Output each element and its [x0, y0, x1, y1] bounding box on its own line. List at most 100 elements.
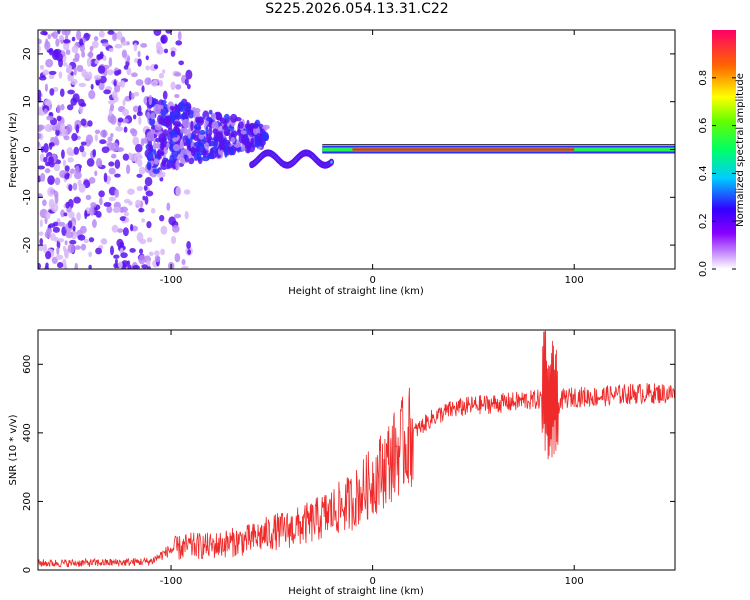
spectrogram-cell [86, 57, 92, 67]
spectrogram-cell [240, 130, 247, 135]
bottom-y-tick-label: 400 [22, 423, 33, 442]
spectrogram-cell [48, 198, 55, 209]
spectrogram-cell [111, 90, 118, 100]
spectrogram-cell [121, 260, 129, 268]
spectrogram-cell [70, 168, 75, 174]
spectrogram-cell [165, 30, 173, 34]
spectrogram-cell [175, 159, 180, 171]
spectrogram-cell [39, 172, 46, 182]
spectrogram-cell [99, 139, 107, 145]
spectrogram-cell [85, 194, 92, 201]
spectrogram-cell [77, 234, 86, 241]
spectrogram-cell [193, 123, 201, 130]
spectrogram-cell [121, 49, 127, 59]
spectrogram-cell [103, 172, 108, 183]
spectrogram-cell [97, 65, 106, 74]
spectrogram-cell [206, 116, 212, 122]
spectrogram-cell [159, 214, 165, 222]
bottom-x-tick-label: -100 [160, 576, 183, 587]
spectrogram-cell [250, 137, 255, 145]
spectrogram-cell [173, 213, 182, 219]
spectrogram-cell [108, 167, 116, 175]
spectrogram-cell [74, 245, 81, 250]
spectrogram-cell [146, 237, 153, 243]
spectrogram-cell [74, 171, 82, 180]
spectrogram-cell [66, 147, 73, 156]
spectrogram-cell [224, 130, 231, 136]
top-x-axis-label: Height of straight line (km) [288, 286, 424, 297]
spectrogram-cell [76, 64, 84, 72]
spectrogram-cell [110, 103, 115, 112]
spectrogram-cell [172, 137, 179, 143]
spectrogram-cell [91, 219, 97, 228]
spectrogram-cell [160, 109, 167, 117]
spectrogram-cell [38, 75, 47, 81]
spectrogram-cell [154, 255, 161, 263]
spectrogram-cell [55, 254, 64, 260]
spectrogram-cell [116, 31, 123, 40]
spectrogram-cell [229, 146, 235, 155]
spectrogram-cell [101, 146, 110, 154]
spectrogram-cell [146, 131, 155, 142]
spectrogram-cell [220, 149, 224, 157]
spectrogram-cell [161, 36, 166, 44]
spectrogram-cell [38, 89, 42, 99]
spectrogram-cell [152, 168, 160, 175]
spectrogram-cell [52, 226, 60, 233]
spectrogram-cell [100, 129, 108, 138]
spectrogram-cell [93, 36, 99, 42]
spectrogram-cell [87, 52, 94, 58]
spectrogram-cell [113, 254, 120, 259]
spectrogram-cell [211, 112, 217, 121]
spectrogram-cell [132, 264, 140, 269]
spectrogram-heatmap [38, 30, 675, 269]
spectrogram-cell [114, 43, 123, 49]
spectrogram-cell [65, 231, 74, 239]
spectrogram-cell [112, 206, 121, 214]
spectrogram-cell [49, 233, 56, 241]
spectrogram-cell [146, 220, 152, 229]
spectrogram-cell [87, 120, 93, 127]
spectrogram-cell [160, 120, 165, 126]
spectrogram-cell [156, 46, 164, 55]
spectrogram-cell [144, 77, 152, 86]
spectrogram-cell [155, 142, 161, 149]
spectrogram-cell [48, 142, 55, 147]
spectrogram-cell [138, 207, 145, 213]
spectrogram-cell [177, 31, 182, 41]
spectrogram-cell [252, 124, 259, 129]
spectrogram-cell [150, 112, 156, 120]
spectrogram-cell [73, 67, 77, 76]
spectrogram-cell [121, 118, 129, 124]
spectrogram-cell [55, 123, 61, 131]
spectrogram-cell [126, 67, 132, 76]
spectrogram-cell [109, 245, 114, 256]
spectrogram-cell [134, 152, 142, 158]
spectrogram-cell [56, 104, 61, 114]
spectrogram-cell [209, 148, 214, 157]
spectrogram-cell [169, 154, 175, 165]
spectrogram-cell [160, 225, 168, 235]
spectrogram-cell [39, 238, 44, 246]
spectrogram-cell [79, 225, 87, 234]
bottom-x-tick-label: 0 [369, 576, 375, 587]
spectrogram-cell [55, 38, 60, 47]
spectrogram-cell [80, 102, 87, 107]
figure-title: S225.2026.054.13.31.C22 [265, 1, 449, 17]
spectrogram-cell [113, 80, 117, 87]
spectrogram-cell [204, 142, 210, 151]
top-y-axis-label: Frequency (Hz) [8, 112, 19, 188]
spectrogram-cell [44, 251, 52, 260]
spectrogram-cell [169, 112, 177, 121]
spectrogram-cell [88, 251, 93, 258]
spectrogram-cell [78, 104, 84, 114]
spectrogram-cell [122, 227, 129, 237]
spectrogram-cell [107, 99, 116, 105]
spectrogram-cell [67, 89, 75, 95]
spectrogram-cell [43, 156, 48, 163]
spectrogram-cell [44, 98, 52, 106]
spectrogram-cell [58, 34, 64, 41]
spectrogram-cell [261, 131, 270, 142]
top-y-tick-label: 20 [22, 48, 33, 61]
